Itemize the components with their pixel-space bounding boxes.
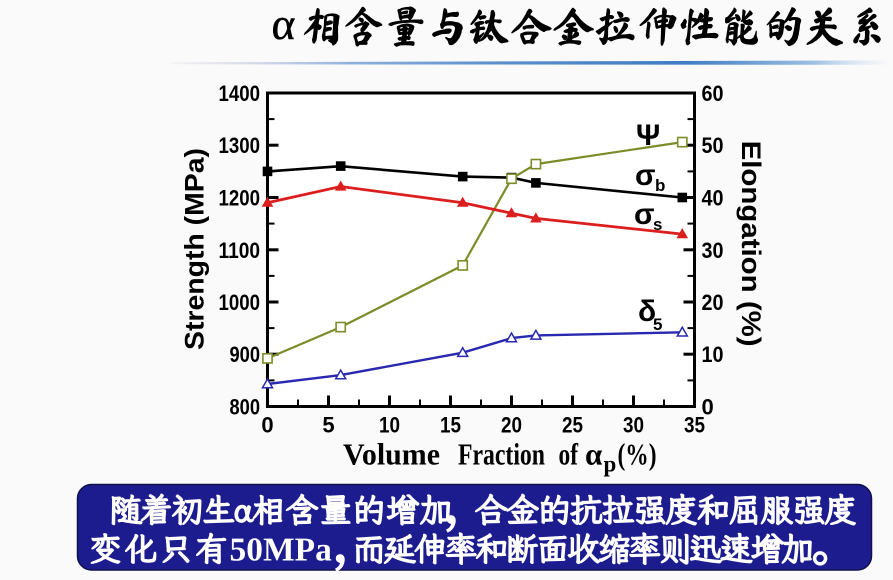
svg-text:Strength (MPa): Strength (MPa) xyxy=(180,148,210,350)
svg-text:Volume: Volume xyxy=(343,437,440,472)
svg-text:10: 10 xyxy=(702,342,724,367)
svg-text:0: 0 xyxy=(261,413,273,438)
svg-text:1200: 1200 xyxy=(219,186,261,211)
svg-text:1300: 1300 xyxy=(219,133,261,158)
svg-text:30: 30 xyxy=(702,238,724,263)
svg-text:σ: σ xyxy=(635,159,656,192)
svg-text:800: 800 xyxy=(230,395,261,420)
svg-text:σ: σ xyxy=(634,198,655,231)
svg-text:δ: δ xyxy=(638,295,656,328)
svg-text:0: 0 xyxy=(702,395,714,420)
svg-text:30: 30 xyxy=(623,413,644,438)
svg-text:Elongation (%): Elongation (%) xyxy=(736,141,766,347)
svg-text:15: 15 xyxy=(440,413,461,438)
svg-text:20: 20 xyxy=(501,413,522,438)
svg-text:900: 900 xyxy=(230,342,261,367)
svg-text:5: 5 xyxy=(653,315,662,334)
svg-text:60: 60 xyxy=(702,81,724,106)
svg-text:1400: 1400 xyxy=(219,81,261,106)
svg-text:Ψ: Ψ xyxy=(636,119,660,152)
svg-text:of: of xyxy=(559,437,579,472)
svg-text:10: 10 xyxy=(379,413,400,438)
svg-text:α: α xyxy=(585,437,602,472)
svg-text:20: 20 xyxy=(702,290,724,315)
svg-text:50: 50 xyxy=(702,133,724,158)
svg-text:s: s xyxy=(653,215,662,234)
svg-text:p: p xyxy=(604,452,617,477)
svg-text:25: 25 xyxy=(562,413,583,438)
svg-text:5: 5 xyxy=(322,413,334,438)
svg-text:Fraction: Fraction xyxy=(458,437,545,472)
svg-text:1000: 1000 xyxy=(219,290,261,315)
svg-text:40: 40 xyxy=(702,186,724,211)
svg-text:(%): (%) xyxy=(618,437,657,472)
svg-text:35: 35 xyxy=(684,413,705,438)
svg-text:1100: 1100 xyxy=(219,238,261,263)
svg-text:b: b xyxy=(655,176,665,195)
